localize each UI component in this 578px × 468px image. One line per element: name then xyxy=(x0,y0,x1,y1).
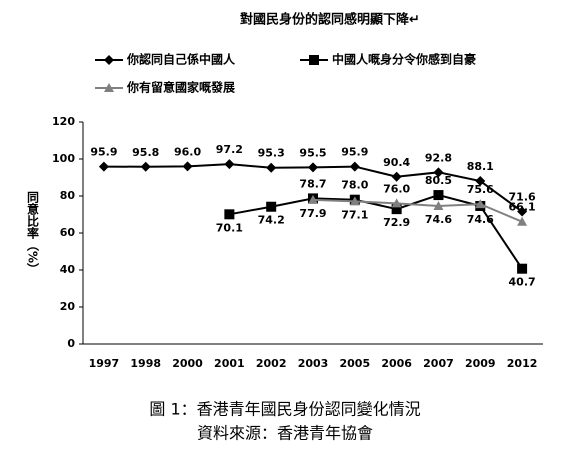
x-tick-label: 1998 xyxy=(130,357,161,370)
data-label: 95.9 xyxy=(341,146,368,159)
data-label: 77.9 xyxy=(299,207,326,220)
data-label: 66.1 xyxy=(509,201,536,214)
point xyxy=(391,171,402,182)
data-label: 95.9 xyxy=(90,146,117,159)
point xyxy=(309,55,319,65)
data-label: 72.9 xyxy=(383,216,410,229)
data-label: 75.6 xyxy=(467,183,494,196)
data-label: 70.1 xyxy=(216,221,243,234)
data-label: 40.7 xyxy=(509,276,536,289)
point xyxy=(104,55,114,65)
data-label: 88.1 xyxy=(467,160,494,173)
y-tick-label: 120 xyxy=(52,115,75,128)
data-label: 74.6 xyxy=(425,213,452,226)
point xyxy=(224,159,235,170)
point xyxy=(224,209,235,220)
x-tick-label: 2009 xyxy=(465,357,496,370)
x-tick-label: 2012 xyxy=(507,357,538,370)
x-tick-label: 2000 xyxy=(172,357,203,370)
y-tick-label: 0 xyxy=(67,337,75,350)
point xyxy=(433,190,444,201)
point xyxy=(433,200,444,210)
data-label: 95.3 xyxy=(258,147,285,160)
data-label: 95.5 xyxy=(299,146,326,159)
data-label: 78.0 xyxy=(341,179,368,192)
point xyxy=(391,198,402,208)
point xyxy=(517,216,528,226)
y-axis-label: 同意比率（%） xyxy=(26,191,40,275)
legend-label: 你有留意國家嘅發展 xyxy=(126,80,235,95)
data-label: 96.0 xyxy=(174,145,201,158)
data-label: 90.4 xyxy=(383,156,410,169)
point xyxy=(475,199,486,209)
point xyxy=(98,161,109,172)
data-label: 92.8 xyxy=(425,151,452,164)
data-label: 74.6 xyxy=(467,213,494,226)
point xyxy=(433,167,444,178)
x-tick-label: 2001 xyxy=(214,357,245,370)
x-tick-label: 2005 xyxy=(340,357,371,370)
x-tick-label: 1997 xyxy=(89,357,120,370)
x-tick-label: 2002 xyxy=(256,357,287,370)
y-tick-label: 80 xyxy=(60,189,76,202)
y-tick-label: 40 xyxy=(60,263,76,276)
data-label: 71.6 xyxy=(509,191,536,204)
data-label: 95.8 xyxy=(132,146,159,159)
y-tick-label: 60 xyxy=(60,226,76,239)
point xyxy=(266,201,277,212)
caption: 圖 1：香港青年國民身份認同變化情況 xyxy=(149,400,420,419)
data-label: 80.5 xyxy=(425,174,452,187)
point xyxy=(266,162,277,173)
chart-title: 對國民身份的認同感明顯下降↵ xyxy=(240,12,420,28)
legend-label: 你認同自己係中國人 xyxy=(126,52,236,67)
point xyxy=(140,161,151,172)
point xyxy=(517,263,528,274)
point xyxy=(182,161,193,172)
point xyxy=(349,161,360,172)
series-line xyxy=(312,198,523,223)
point xyxy=(475,176,486,187)
y-tick-label: 100 xyxy=(52,152,75,165)
point xyxy=(391,204,402,215)
x-tick-label: 2006 xyxy=(381,357,412,370)
point xyxy=(104,83,114,92)
data-label: 77.1 xyxy=(341,208,368,221)
point xyxy=(308,194,318,204)
x-tick-label: 2007 xyxy=(423,357,454,370)
data-label: 76.0 xyxy=(383,182,410,195)
data-label: 74.2 xyxy=(258,214,285,227)
point xyxy=(349,196,360,206)
caption: 資料來源：香港青年協會 xyxy=(197,424,373,443)
point xyxy=(308,162,318,173)
x-tick-label: 2003 xyxy=(298,357,329,370)
data-label: 78.7 xyxy=(299,177,326,190)
y-tick-label: 20 xyxy=(60,300,76,313)
point xyxy=(517,206,528,217)
data-label: 97.2 xyxy=(216,143,243,156)
legend-label: 中國人嘅身分令你感到自豪 xyxy=(332,52,476,67)
